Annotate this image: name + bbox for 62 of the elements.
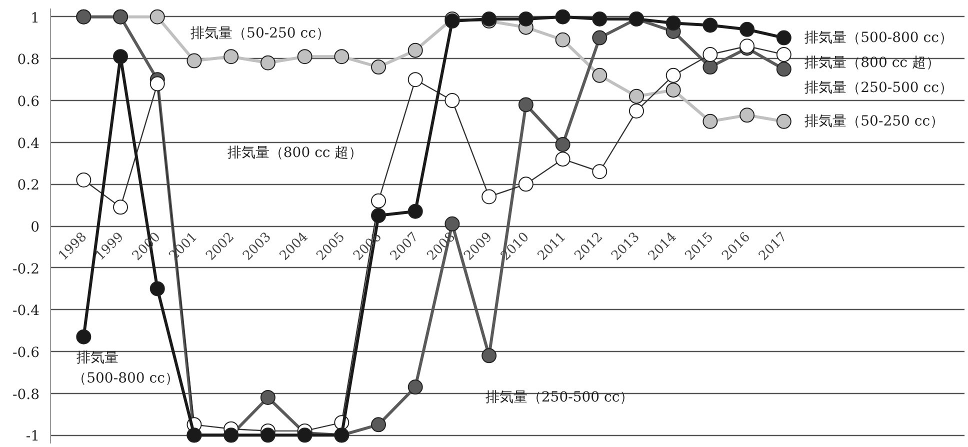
y-tick-label: 0 xyxy=(30,220,40,236)
y-tick-label: 0.8 xyxy=(17,52,40,68)
annotation: 排気量（50-250 cc） xyxy=(190,26,330,42)
annotation: （500-800 cc） xyxy=(72,370,179,387)
point xyxy=(702,60,718,75)
point xyxy=(518,97,534,112)
point xyxy=(260,55,276,70)
y-tick-label: -0.6 xyxy=(12,344,40,361)
y-tick-label: -1 xyxy=(26,428,40,445)
point xyxy=(555,9,570,24)
point xyxy=(408,42,423,58)
series-label: 排気量（500-800 cc） xyxy=(804,30,953,46)
point xyxy=(482,348,497,364)
point xyxy=(371,60,386,75)
point xyxy=(518,176,534,192)
point xyxy=(776,62,792,77)
point xyxy=(740,108,755,123)
annotation: 排気量 xyxy=(76,350,118,366)
point xyxy=(666,82,681,98)
annotation: 排気量（800 cc 超） xyxy=(227,144,363,161)
point xyxy=(776,30,792,46)
y-tick-label: -0.8 xyxy=(12,386,40,403)
point xyxy=(76,329,92,344)
point xyxy=(444,216,460,232)
point xyxy=(702,47,718,62)
point xyxy=(371,417,386,432)
point xyxy=(702,114,718,129)
point xyxy=(334,49,350,64)
point xyxy=(408,204,423,219)
series-label: 排気量（250-500 cc） xyxy=(804,80,953,96)
point xyxy=(186,53,202,68)
point xyxy=(555,32,570,48)
point xyxy=(666,16,681,31)
series-label: 排気量（50-250 cc） xyxy=(804,113,944,130)
point xyxy=(592,11,608,26)
y-tick-label: 0.6 xyxy=(17,94,40,110)
point xyxy=(592,30,608,46)
point xyxy=(740,22,755,37)
y-tick-label: 0.4 xyxy=(17,136,40,152)
point xyxy=(224,49,239,64)
point xyxy=(371,208,386,224)
point xyxy=(592,68,608,83)
point xyxy=(150,9,165,24)
y-tick-label: -0.2 xyxy=(12,261,40,278)
point xyxy=(628,88,644,104)
y-tick-label: 0.2 xyxy=(17,178,40,194)
point xyxy=(776,114,792,129)
point xyxy=(113,49,128,64)
y-tick-label: 1 xyxy=(30,10,40,26)
point xyxy=(297,49,312,64)
point xyxy=(518,11,534,26)
annotation: 排気量（250-500 cc） xyxy=(485,389,634,406)
point xyxy=(408,380,423,395)
point xyxy=(260,428,276,443)
series-label: 排気量（800 cc 超） xyxy=(804,54,940,71)
point xyxy=(150,76,165,92)
y-tick-label: -0.4 xyxy=(12,303,40,320)
point xyxy=(444,93,460,108)
point xyxy=(150,281,165,296)
point xyxy=(555,136,570,152)
point xyxy=(260,390,276,405)
point xyxy=(702,18,718,33)
